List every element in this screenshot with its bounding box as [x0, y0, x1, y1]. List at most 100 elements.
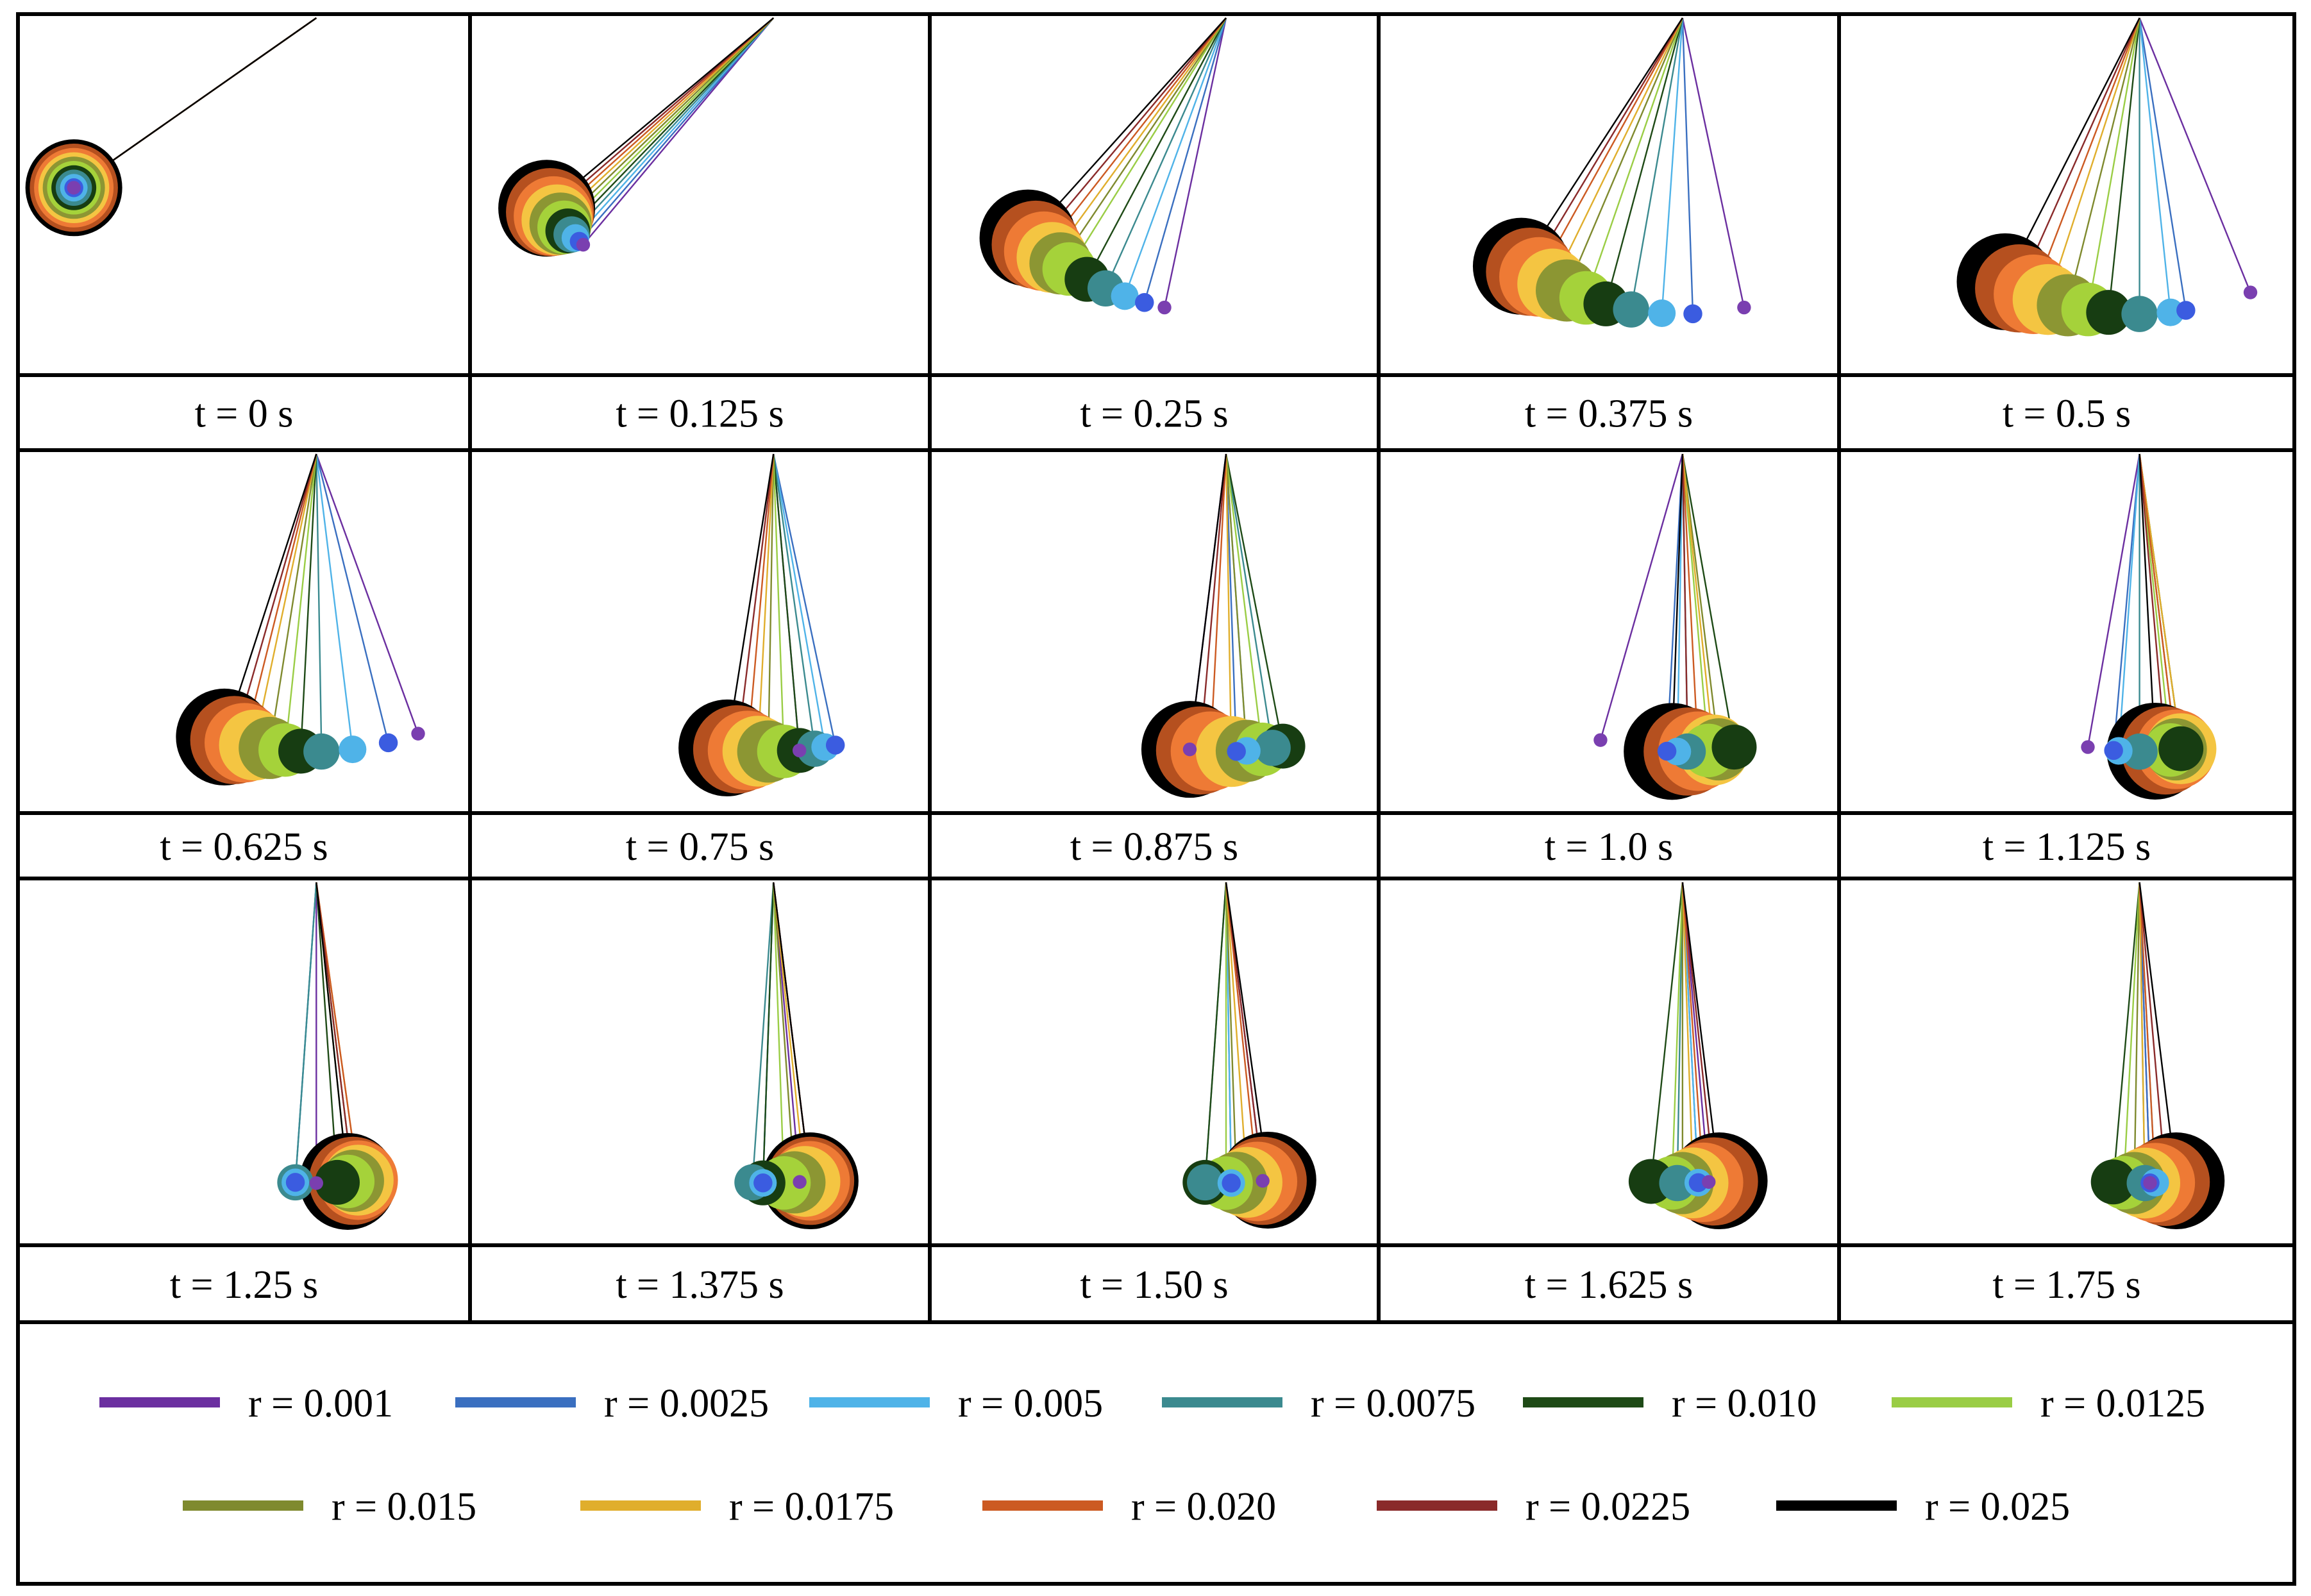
pendulum-string: [2033, 17, 2140, 295]
pendulum-string: [315, 882, 359, 1180]
pendulum-string: [2004, 17, 2140, 282]
frame-panel: [176, 453, 425, 785]
pendulum-string: [1681, 17, 1745, 308]
pendulum-string: [575, 17, 775, 239]
pendulum-string: [223, 453, 317, 737]
pendulum-string: [1225, 882, 1269, 1180]
pendulum-bob: [576, 237, 591, 252]
pendulum-string: [571, 17, 775, 235]
pendulum-string: [1027, 17, 1227, 239]
legend-item: r = 0.0025: [455, 1382, 769, 1425]
pendulum-string: [2067, 17, 2140, 306]
pendulum-string: [1225, 882, 1232, 1183]
legend-label: r = 0.005: [958, 1382, 1103, 1425]
pendulum-string: [1681, 453, 1715, 750]
pendulum-string: [1051, 17, 1227, 258]
pendulum-string: [1552, 17, 1683, 285]
pendulum-string: [1661, 17, 1684, 314]
pendulum-strings: [1520, 17, 1745, 314]
pendulum-strings: [1027, 17, 1227, 308]
pendulum-string: [2087, 17, 2140, 310]
pendulum-string: [726, 453, 775, 748]
pendulum-bob: [378, 733, 398, 753]
pendulum-bob: [1657, 741, 1677, 761]
frame-time-label: t = 1.75 s: [1992, 1263, 2140, 1307]
pendulum-bob: [1593, 733, 1608, 747]
pendulum-bob: [2243, 285, 2258, 299]
pendulum-string: [315, 882, 339, 1182]
pendulum-string: [2139, 882, 2146, 1183]
pendulum-bob: [1254, 730, 1291, 766]
pendulum-string: [2139, 453, 2177, 750]
pendulum-bob: [1182, 742, 1197, 757]
pendulum-bobs: [498, 160, 596, 257]
pendulum-string: [1209, 453, 1227, 752]
pendulum-string: [2047, 17, 2140, 300]
pendulum-string: [1681, 882, 1720, 1181]
pendulum-bob: [1702, 1175, 1716, 1189]
pendulum-strings: [2087, 453, 2182, 752]
frame-time-label: t = 1.625 s: [1525, 1263, 1693, 1307]
pendulum-string: [773, 453, 836, 746]
pendulum-bob: [2121, 733, 2158, 770]
pendulum-string: [253, 453, 317, 746]
legend-item: r = 0.001: [99, 1382, 393, 1425]
pendulum-string: [1671, 882, 1684, 1183]
pendulum-bob: [67, 181, 81, 195]
pendulum-string: [1681, 453, 1720, 750]
legend-item: r = 0.005: [809, 1382, 1103, 1425]
pendulum-string: [1204, 882, 1227, 1182]
pendulum-string: [2139, 882, 2151, 1183]
frame-time-label: t = 1.125 s: [1983, 825, 2151, 869]
pendulum-strings: [1599, 453, 1735, 752]
frame-panel: [678, 453, 845, 796]
pendulum-bob: [315, 1159, 360, 1205]
pendulum-string: [546, 17, 774, 209]
legend-item: r = 0.0125: [1892, 1382, 2205, 1425]
pendulum-string: [1681, 882, 1704, 1182]
pendulum-string: [315, 453, 419, 734]
pendulum-string: [2139, 882, 2156, 1183]
pendulum-string: [315, 453, 389, 743]
pendulum-string: [1538, 17, 1683, 278]
pendulum-string: [1225, 453, 1284, 746]
pendulum-bob: [285, 1173, 305, 1192]
pendulum-bobs: [277, 1132, 398, 1230]
pendulum-string: [1676, 882, 1684, 1183]
pendulum-strings: [752, 882, 811, 1183]
pendulum-string: [269, 453, 317, 748]
pendulum-strings: [223, 453, 419, 752]
pendulum-string: [2112, 882, 2140, 1182]
pendulum-string: [1189, 453, 1227, 750]
pendulum-string: [1225, 882, 1248, 1182]
pendulum-bobs: [176, 688, 425, 785]
pendulum-string: [1676, 453, 1684, 752]
pendulum-string: [1529, 17, 1683, 273]
pendulum-string: [773, 453, 816, 749]
legend-label: r = 0.020: [1131, 1485, 1276, 1529]
pendulum-bob: [2176, 301, 2196, 320]
legend-item: r = 0.0225: [1377, 1485, 1690, 1529]
pendulum-strings: [2112, 882, 2177, 1183]
pendulum-string: [2112, 453, 2140, 751]
frame-time-label: t = 1.375 s: [616, 1263, 784, 1307]
pendulum-string: [1199, 453, 1227, 751]
pendulum-bob: [2086, 290, 2131, 335]
pendulum-string: [746, 453, 775, 751]
pendulum-string: [1666, 453, 1684, 752]
pendulum-bob: [411, 727, 425, 741]
pendulum-string: [2108, 17, 2140, 313]
pendulum-string: [2122, 882, 2140, 1183]
table-borders: [16, 12, 2296, 1586]
pendulum-string: [1681, 453, 1699, 752]
pendulum-string: [736, 453, 775, 750]
pendulum-bob: [339, 735, 367, 764]
pendulum-string: [315, 453, 354, 750]
frame-panel: [25, 17, 317, 237]
pendulum-string: [1681, 882, 1715, 1182]
pendulum-string: [1681, 453, 1735, 748]
frame-time-label: t = 0.625 s: [160, 825, 328, 869]
frame-time-label: t = 0.875 s: [1070, 825, 1238, 869]
pendulum-string: [233, 453, 317, 741]
